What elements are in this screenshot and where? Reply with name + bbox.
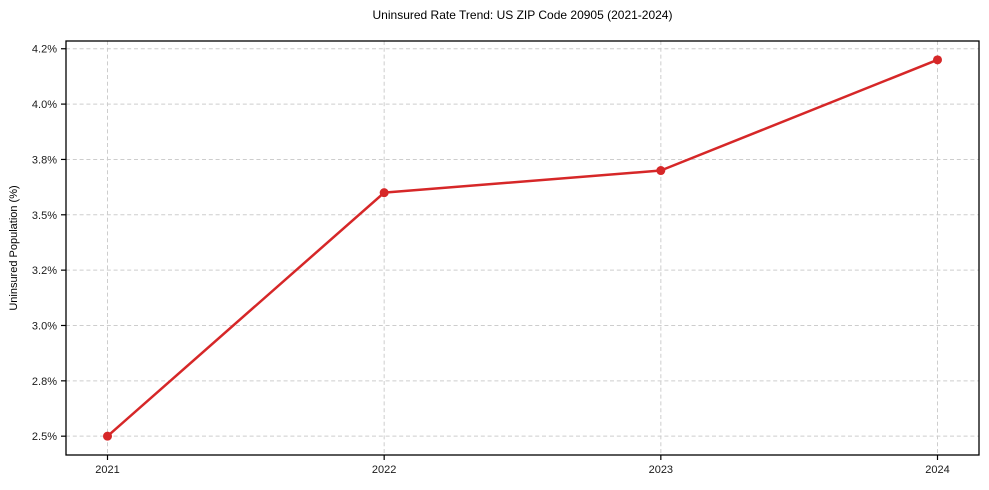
y-tick-label: 2.5% [32,431,57,443]
data-point-marker [379,188,389,198]
y-tick-label: 2.8% [32,376,57,388]
trend-line [106,58,939,438]
y-tick-label: 3.2% [32,265,57,277]
chart-title: Uninsured Rate Trend: US ZIP Code 20905 … [372,8,673,22]
y-tick-label: 3.8% [32,154,57,166]
y-tick-label: 3.5% [32,210,57,222]
x-tick-label: 2021 [95,464,119,476]
plot-border [65,40,980,456]
y-tick-label: 3.0% [32,320,57,332]
data-point-marker [656,166,666,176]
x-tick-label: 2022 [372,464,396,476]
data-point-marker [933,55,942,65]
y-tick-label: 4.2% [32,44,57,56]
x-tick-label: 2023 [649,464,673,476]
x-tick-label: 2024 [925,464,949,476]
data-point-marker [103,431,112,441]
y-tick-label: 4.0% [32,99,57,111]
